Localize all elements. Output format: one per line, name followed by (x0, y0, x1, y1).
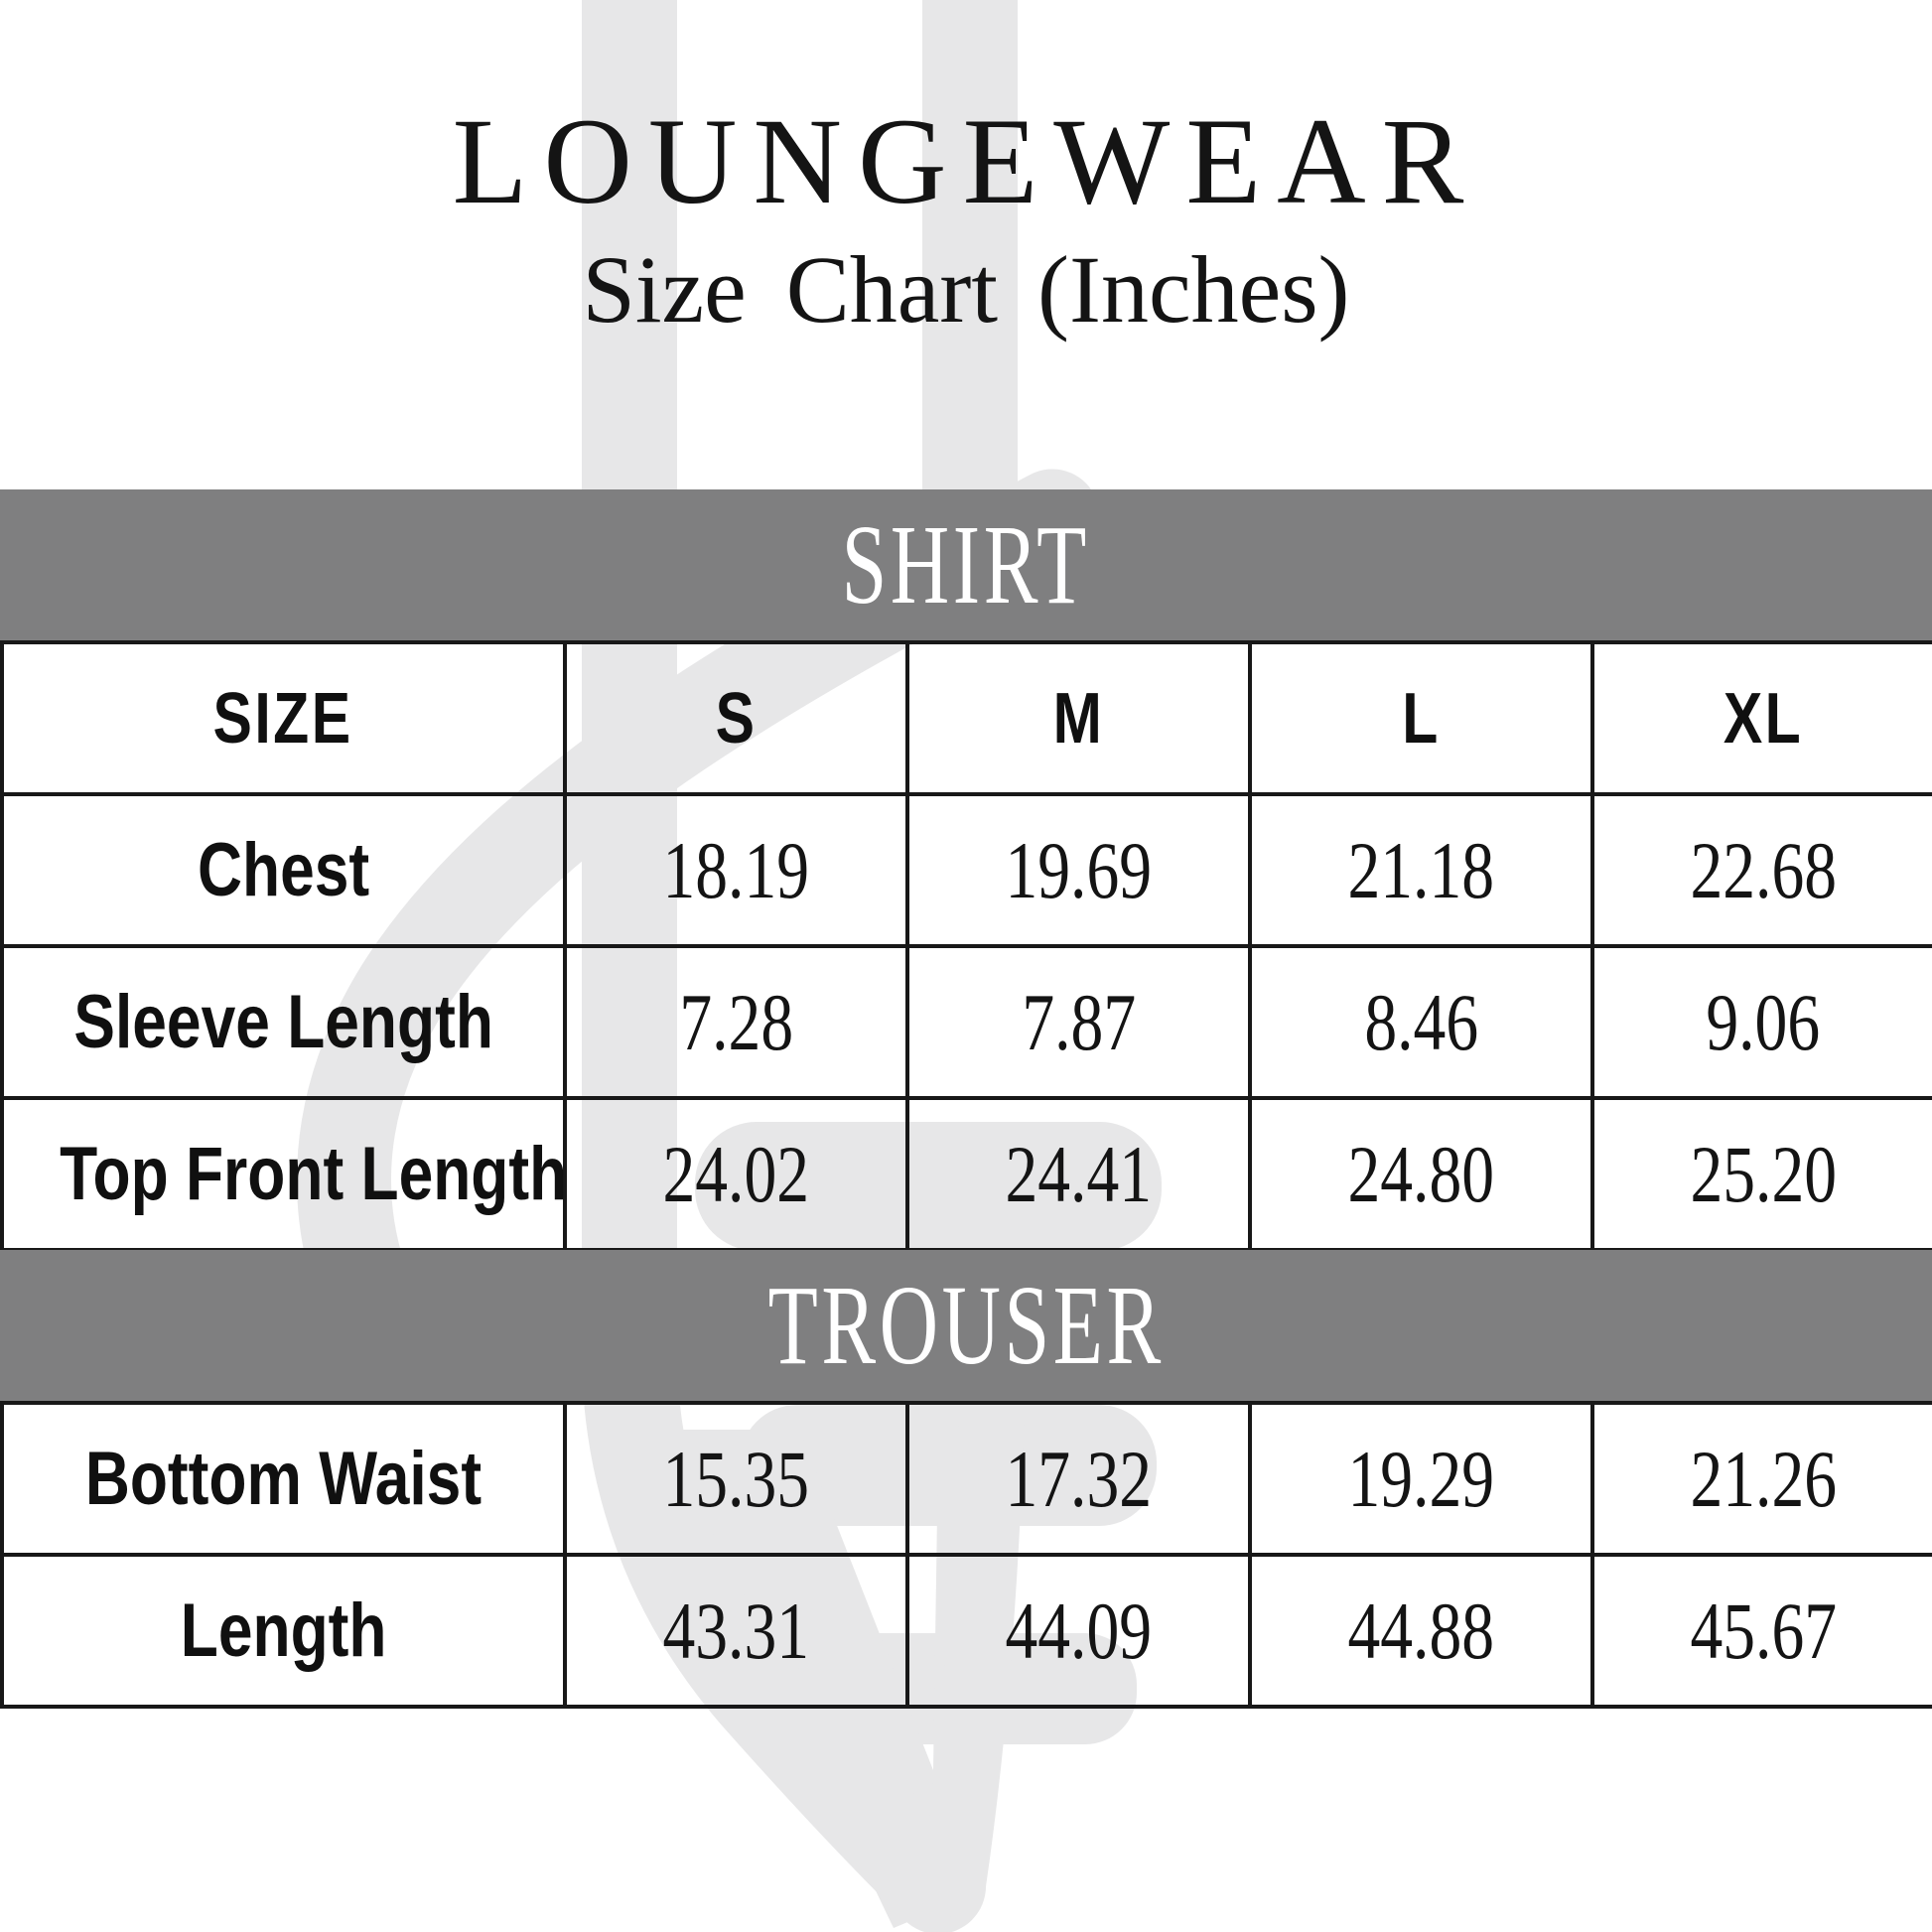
page-title: LOUNGEWEAR (452, 93, 1480, 229)
section-heading-shirt: SHIRT (841, 501, 1091, 627)
title-block: LOUNGEWEAR Size Chart (Inches) (0, 93, 1932, 344)
row-label: Sleeve Length (0, 944, 567, 1100)
col-header-xl: XL (1590, 640, 1932, 796)
cell-chest-l: 21.18 (1248, 792, 1594, 948)
col-header-size: SIZE (0, 640, 567, 796)
page-subtitle: Size Chart (Inches) (582, 236, 1350, 344)
section-band-shirt: SHIRT (0, 489, 1932, 640)
section-band-trouser: TROUSER (0, 1250, 1932, 1401)
col-header-s: S (563, 640, 909, 796)
cell-length-xl: 45.67 (1590, 1553, 1932, 1709)
cell-chest-xl: 22.68 (1590, 792, 1932, 948)
table-row-sleeve-length: Sleeve Length 7.28 7.87 8.46 9.06 (0, 944, 1932, 1100)
cell-bottomwaist-s: 15.35 (563, 1401, 909, 1557)
cell-topfront-m: 24.41 (905, 1096, 1252, 1252)
shirt-header-row: SIZE S M L XL (0, 640, 1932, 796)
cell-sleeve-xl: 9.06 (1590, 944, 1932, 1100)
cell-topfront-s: 24.02 (563, 1096, 909, 1252)
cell-length-s: 43.31 (563, 1553, 909, 1709)
section-heading-trouser: TROUSER (767, 1262, 1165, 1388)
table-row-chest: Chest 18.19 19.69 21.18 22.68 (0, 792, 1932, 948)
cell-chest-s: 18.19 (563, 792, 909, 948)
row-label: Bottom Waist (0, 1401, 567, 1557)
cell-topfront-l: 24.80 (1248, 1096, 1594, 1252)
cell-bottomwaist-xl: 21.26 (1590, 1401, 1932, 1557)
cell-length-m: 44.09 (905, 1553, 1252, 1709)
cell-sleeve-l: 8.46 (1248, 944, 1594, 1100)
row-label: Top Front Length (0, 1096, 567, 1252)
cell-chest-m: 19.69 (905, 792, 1252, 948)
table-row-bottom-waist: Bottom Waist 15.35 17.32 19.29 21.26 (0, 1401, 1932, 1557)
col-header-m: M (905, 640, 1252, 796)
cell-bottomwaist-l: 19.29 (1248, 1401, 1594, 1557)
shirt-size-table: SIZE S M L XL Chest 18.19 19.69 21.18 22… (0, 640, 1932, 1252)
cell-length-l: 44.88 (1248, 1553, 1594, 1709)
row-label: Chest (0, 792, 567, 948)
table-row-top-front-length: Top Front Length 24.02 24.41 24.80 25.20 (0, 1096, 1932, 1252)
col-header-l: L (1248, 640, 1594, 796)
cell-sleeve-m: 7.87 (905, 944, 1252, 1100)
cell-sleeve-s: 7.28 (563, 944, 909, 1100)
row-label: Length (0, 1553, 567, 1709)
cell-bottomwaist-m: 17.32 (905, 1401, 1252, 1557)
trouser-size-table: Bottom Waist 15.35 17.32 19.29 21.26 Len… (0, 1401, 1932, 1709)
table-row-length: Length 43.31 44.09 44.88 45.67 (0, 1553, 1932, 1709)
cell-topfront-xl: 25.20 (1590, 1096, 1932, 1252)
